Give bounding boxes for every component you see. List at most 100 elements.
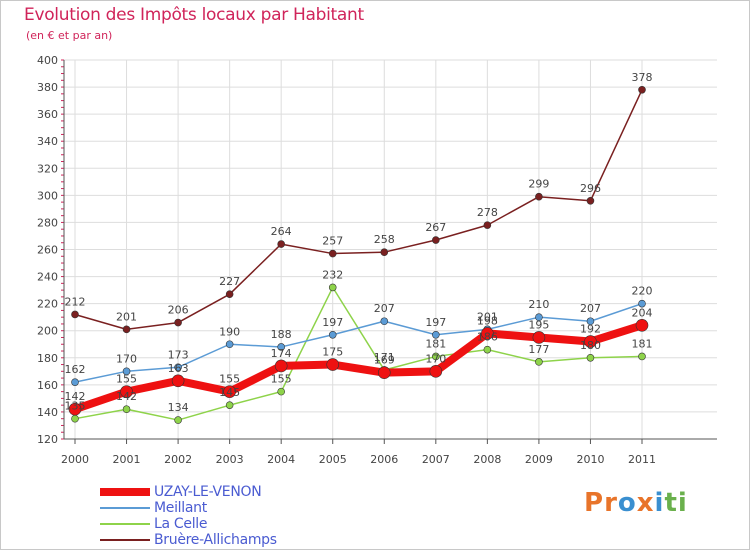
data-point bbox=[328, 249, 337, 258]
data-point bbox=[277, 387, 285, 396]
data-point bbox=[535, 313, 543, 321]
data-point bbox=[68, 402, 82, 416]
x-tick-label: 2001 bbox=[113, 453, 141, 466]
data-label: 170 bbox=[116, 352, 137, 365]
data-label: 169 bbox=[374, 354, 395, 367]
data-label: 264 bbox=[271, 225, 292, 238]
data-label: 155 bbox=[116, 373, 137, 386]
series-line bbox=[74, 302, 643, 383]
data-point bbox=[328, 330, 337, 339]
data-label: 296 bbox=[580, 182, 601, 195]
logo-letter: r bbox=[604, 488, 618, 518]
x-tick-label: 2000 bbox=[61, 453, 89, 466]
data-label: 299 bbox=[528, 178, 549, 191]
data-point bbox=[328, 283, 337, 292]
y-tick-label: 260 bbox=[37, 244, 58, 257]
data-label: 267 bbox=[425, 221, 446, 234]
x-tick-label: 2004 bbox=[267, 453, 295, 466]
data-label: 197 bbox=[322, 316, 343, 329]
series-line bbox=[73, 321, 644, 414]
data-point bbox=[532, 331, 546, 344]
data-label: 201 bbox=[116, 310, 137, 323]
data-point bbox=[71, 310, 79, 319]
data-label: 188 bbox=[271, 328, 292, 341]
chart-subtitle: (en € et par an) bbox=[26, 29, 113, 42]
data-label: 171 bbox=[374, 351, 395, 364]
x-tick-label: 2005 bbox=[319, 453, 347, 466]
legend-label: Bruère-Allichamps bbox=[154, 532, 277, 548]
data-label: 181 bbox=[425, 337, 446, 350]
data-label: 378 bbox=[632, 71, 653, 84]
data-point bbox=[277, 343, 285, 351]
data-point bbox=[174, 363, 182, 372]
data-point bbox=[171, 374, 185, 388]
x-tick-label: 2008 bbox=[473, 453, 501, 466]
logo-letter: i bbox=[677, 488, 688, 518]
data-point bbox=[380, 317, 389, 326]
data-label: 162 bbox=[65, 363, 86, 376]
y-tick-label: 360 bbox=[37, 108, 58, 121]
y-tick-label: 140 bbox=[37, 406, 58, 419]
data-point bbox=[586, 353, 595, 362]
data-point bbox=[122, 367, 131, 376]
data-label: 232 bbox=[322, 268, 343, 281]
x-tick-label: 2007 bbox=[422, 453, 450, 466]
logo-letter: i bbox=[654, 488, 665, 518]
data-point bbox=[225, 290, 234, 298]
data-point bbox=[326, 358, 340, 371]
y-tick-label: 200 bbox=[37, 325, 58, 338]
data-point bbox=[432, 352, 440, 361]
data-label: 142 bbox=[65, 390, 86, 403]
logo-letter: t bbox=[664, 488, 678, 518]
y-tick-label: 220 bbox=[37, 298, 58, 311]
data-label: 177 bbox=[528, 343, 549, 356]
data-point bbox=[122, 405, 131, 414]
data-label: 220 bbox=[632, 285, 653, 298]
y-tick-label: 340 bbox=[37, 135, 58, 148]
data-label: 257 bbox=[322, 235, 343, 248]
data-point bbox=[277, 240, 285, 248]
data-label: 155 bbox=[219, 373, 240, 386]
data-point bbox=[174, 416, 182, 424]
data-point bbox=[635, 318, 649, 332]
data-point bbox=[223, 385, 236, 398]
data-point bbox=[71, 414, 79, 423]
data-point bbox=[429, 365, 443, 378]
data-label: 195 bbox=[528, 318, 549, 331]
x-tick-label: 2011 bbox=[628, 453, 656, 466]
data-label: 258 bbox=[374, 233, 395, 246]
y-tick-label: 240 bbox=[37, 271, 58, 284]
data-label: 145 bbox=[219, 386, 240, 399]
data-label: 210 bbox=[528, 298, 549, 311]
data-point bbox=[535, 358, 543, 366]
chart-title: Evolution des Impôts locaux par Habitant bbox=[24, 5, 364, 25]
data-label: 206 bbox=[168, 304, 189, 317]
data-label: 174 bbox=[271, 347, 292, 360]
y-tick-label: 300 bbox=[37, 189, 58, 202]
data-label: 170 bbox=[425, 352, 446, 365]
legend-swatch bbox=[100, 539, 150, 541]
data-point bbox=[174, 318, 182, 327]
data-label: 134 bbox=[168, 401, 189, 414]
data-label: 186 bbox=[477, 331, 498, 344]
data-point bbox=[225, 401, 234, 409]
data-label: 180 bbox=[580, 339, 601, 352]
data-point bbox=[225, 340, 234, 349]
data-label: 212 bbox=[65, 295, 86, 308]
proxiti-logo: Proxiti bbox=[584, 488, 688, 518]
data-label: 135 bbox=[65, 400, 86, 413]
legend-swatch bbox=[100, 488, 150, 496]
data-label: 155 bbox=[271, 373, 292, 386]
data-label: 204 bbox=[632, 306, 653, 319]
data-label: 173 bbox=[168, 348, 189, 361]
data-label: 207 bbox=[580, 302, 601, 315]
data-label: 197 bbox=[425, 316, 446, 329]
data-point bbox=[122, 325, 131, 334]
data-point bbox=[584, 335, 597, 348]
y-tick-label: 380 bbox=[37, 81, 58, 94]
series-line bbox=[74, 89, 643, 331]
x-tick-label: 2010 bbox=[576, 453, 604, 466]
y-tick-label: 120 bbox=[37, 433, 58, 446]
data-point bbox=[586, 317, 595, 326]
